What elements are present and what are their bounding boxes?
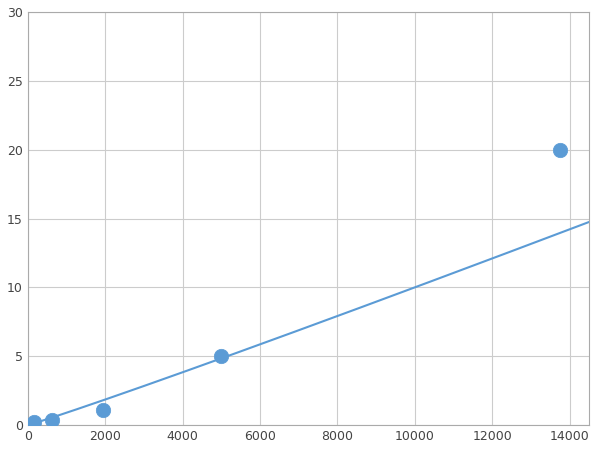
Point xyxy=(47,416,56,423)
Point xyxy=(98,406,108,414)
Point xyxy=(556,146,565,153)
Point xyxy=(217,353,226,360)
Point xyxy=(29,419,38,426)
